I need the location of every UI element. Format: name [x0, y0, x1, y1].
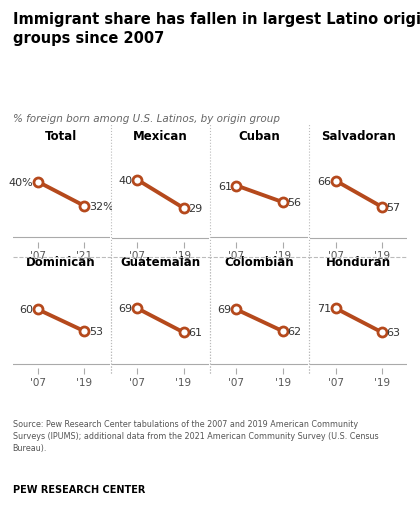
- Text: 40%: 40%: [9, 177, 34, 187]
- Title: Honduran: Honduran: [326, 256, 391, 269]
- Text: 57: 57: [386, 203, 401, 213]
- Text: 61: 61: [218, 181, 232, 191]
- Text: Immigrant share has fallen in largest Latino origin
groups since 2007: Immigrant share has fallen in largest La…: [13, 12, 420, 45]
- Text: 40: 40: [118, 175, 133, 185]
- Text: PEW RESEARCH CENTER: PEW RESEARCH CENTER: [13, 484, 145, 494]
- Text: 62: 62: [287, 327, 302, 336]
- Title: Mexican: Mexican: [133, 130, 188, 142]
- Title: Cuban: Cuban: [239, 130, 281, 142]
- Text: 60: 60: [19, 305, 34, 315]
- Text: 29: 29: [188, 204, 202, 214]
- Text: 69: 69: [218, 305, 232, 315]
- Text: 66: 66: [317, 176, 331, 186]
- Text: % foreign born among U.S. Latinos, by origin group: % foreign born among U.S. Latinos, by or…: [13, 114, 280, 124]
- Text: 69: 69: [118, 304, 133, 314]
- Text: 32%: 32%: [89, 201, 114, 212]
- Text: Source: Pew Research Center tabulations of the 2007 and 2019 American Community
: Source: Pew Research Center tabulations …: [13, 419, 378, 451]
- Text: 56: 56: [287, 197, 302, 208]
- Title: Total: Total: [45, 130, 77, 142]
- Title: Salvadoran: Salvadoran: [321, 130, 396, 142]
- Text: 53: 53: [89, 327, 103, 336]
- Title: Colombian: Colombian: [225, 256, 294, 269]
- Text: 61: 61: [188, 328, 202, 338]
- Title: Guatemalan: Guatemalan: [120, 256, 200, 269]
- Text: 63: 63: [386, 328, 401, 338]
- Text: 71: 71: [317, 304, 331, 314]
- Title: Dominican: Dominican: [26, 256, 96, 269]
